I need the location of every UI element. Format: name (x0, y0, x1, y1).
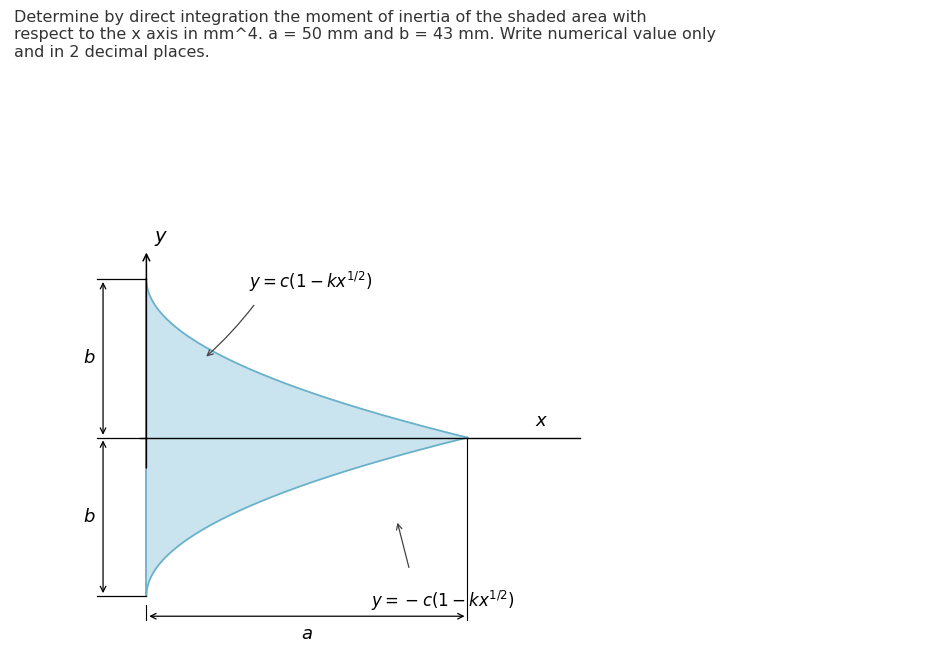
Text: $y = -c(1 - kx^{1/2})$: $y = -c(1 - kx^{1/2})$ (371, 589, 515, 613)
Text: $y = c(1 - kx^{1/2})$: $y = c(1 - kx^{1/2})$ (249, 270, 372, 294)
Text: x: x (536, 412, 546, 430)
Text: y: y (154, 227, 166, 246)
Text: b: b (83, 349, 95, 367)
Text: b: b (83, 508, 95, 526)
Polygon shape (147, 279, 468, 596)
Text: Determine by direct integration the moment of inertia of the shaded area with
re: Determine by direct integration the mome… (14, 10, 716, 60)
Text: a: a (301, 625, 313, 643)
